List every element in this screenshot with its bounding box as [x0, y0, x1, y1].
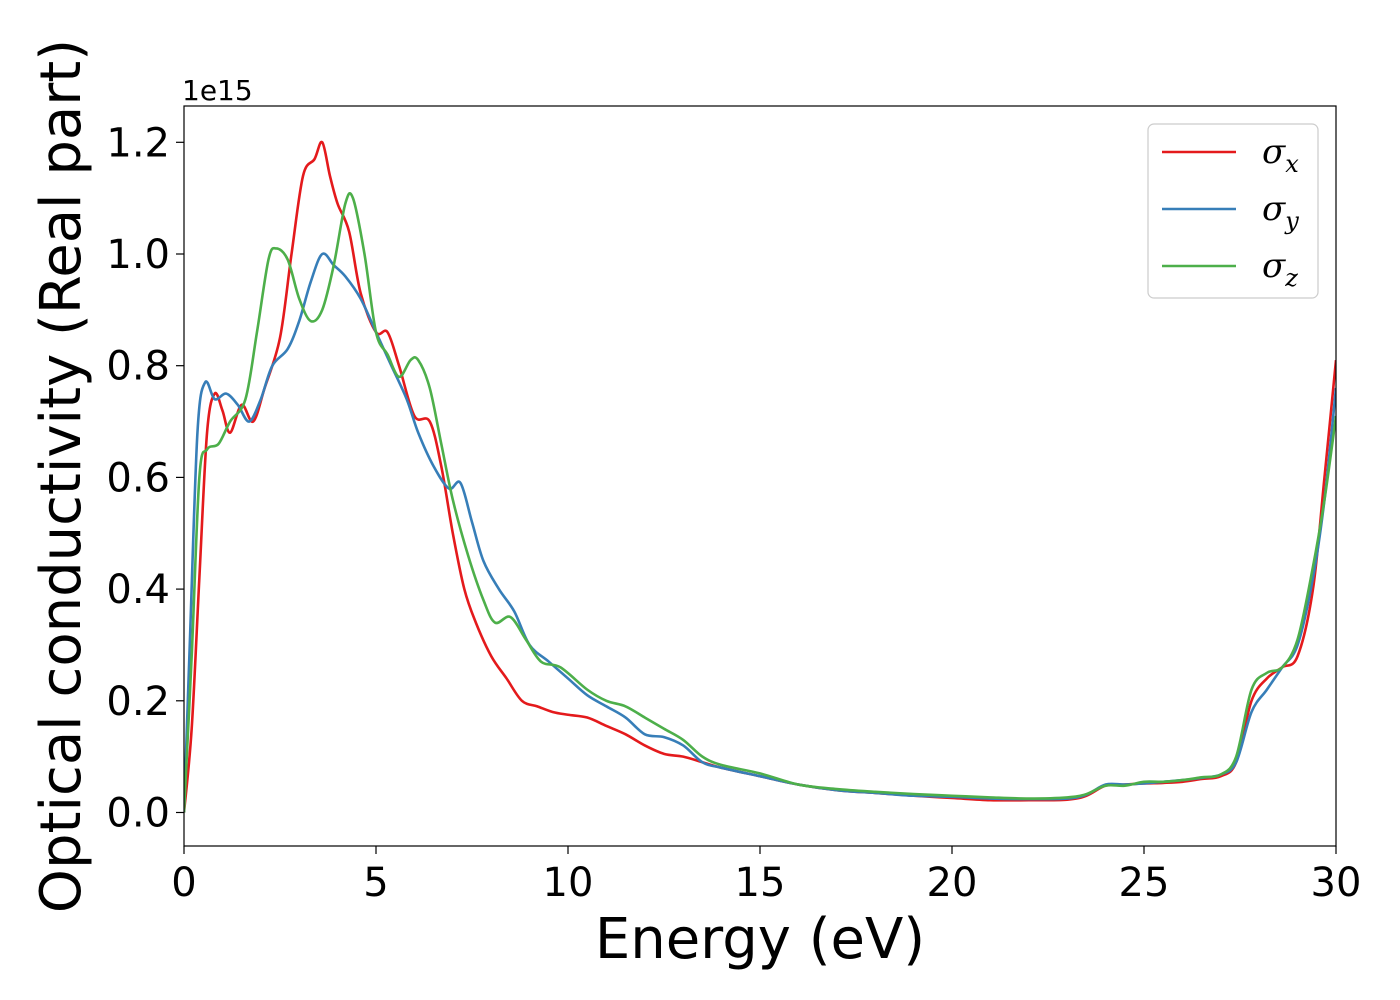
x-tick-label: 0 [171, 860, 196, 906]
y-tick-label: 0.2 [106, 679, 170, 725]
y-tick-label: 0.6 [106, 455, 170, 501]
y-tick-label: 0.0 [106, 790, 170, 836]
x-tick-label: 15 [735, 860, 786, 906]
y-tick-label: 1.0 [106, 232, 170, 278]
x-tick-label: 25 [1119, 860, 1170, 906]
y-tick-label: 1.2 [106, 120, 170, 166]
x-axis-label: Energy (eV) [595, 907, 925, 972]
x-tick-label: 5 [363, 860, 388, 906]
x-tick-label: 10 [543, 860, 594, 906]
y-axis: 0.0 0.2 0.4 0.6 0.8 1.0 1.2 [106, 120, 184, 836]
series-line-z [184, 191, 1336, 813]
x-tick-label: 30 [1311, 860, 1362, 906]
legend-box [1147, 123, 1319, 299]
y-offset-label: 1e15 [182, 74, 253, 107]
y-tick-label: 0.4 [106, 567, 170, 613]
x-tick-label: 20 [927, 860, 978, 906]
x-axis: 0 5 10 15 20 25 30 [171, 846, 1361, 906]
y-axis-label: Optical conductivity (Real part) [29, 39, 94, 913]
y-tick-label: 0.8 [106, 344, 170, 390]
